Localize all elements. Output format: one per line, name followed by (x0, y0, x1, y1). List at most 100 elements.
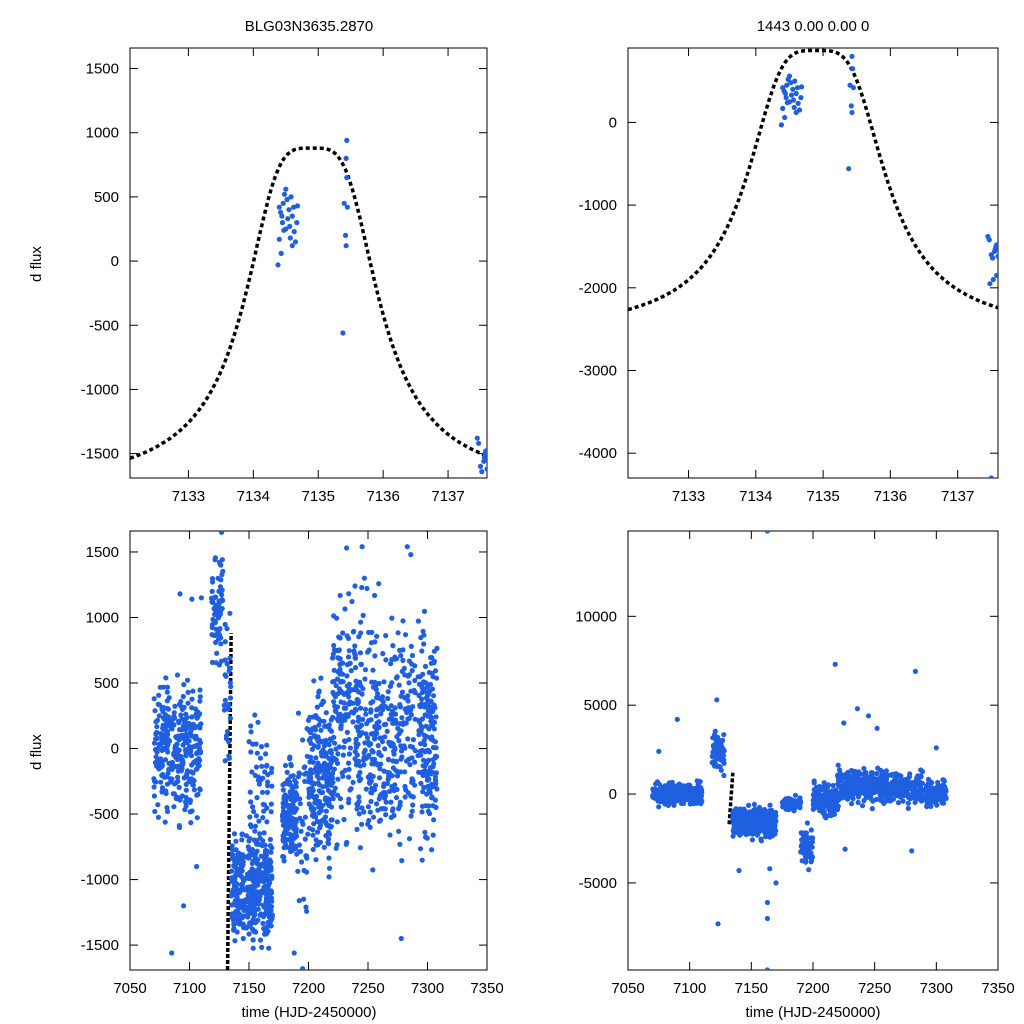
data-point (780, 105, 786, 111)
data-point (313, 857, 319, 863)
data-point (288, 824, 294, 830)
data-point (299, 859, 305, 865)
panel-top-left: 7133 7134 7135 7136 7137 1500 1000 500 0 -500 -100… (81, 47, 488, 505)
data-point (420, 789, 426, 795)
data-point (209, 659, 216, 666)
data-point (314, 793, 320, 800)
data-point (215, 575, 221, 581)
data-point (190, 721, 196, 728)
data-point (715, 921, 721, 927)
data-point (792, 78, 798, 84)
data-point (352, 756, 358, 762)
data-point (302, 778, 308, 785)
data-point (222, 621, 228, 628)
data-point (213, 604, 219, 610)
data-point (378, 753, 384, 759)
data-point (330, 714, 336, 721)
y-tick-label: -4000 (579, 445, 617, 462)
data-point (247, 789, 253, 795)
data-point (178, 756, 185, 762)
plot-frame (627, 47, 999, 479)
data-point (250, 945, 256, 951)
data-point (335, 776, 341, 782)
data-point (254, 848, 260, 854)
data-point (301, 867, 307, 874)
data-point (281, 858, 287, 864)
data-point (398, 756, 404, 762)
data-point (322, 814, 329, 820)
data-point (374, 730, 380, 737)
data-point (282, 820, 288, 826)
data-point (327, 726, 333, 733)
data-point (669, 798, 676, 804)
data-point (374, 633, 380, 639)
data-point (224, 729, 231, 735)
data-point (788, 798, 794, 804)
data-point (163, 790, 169, 797)
data-point (391, 787, 397, 794)
data-point (326, 855, 332, 861)
data-point (342, 606, 348, 612)
data-point (236, 902, 243, 908)
data-point (287, 223, 293, 229)
data-point (396, 806, 402, 812)
data-point (835, 803, 841, 809)
data-point (695, 789, 701, 795)
data-point (841, 720, 847, 726)
y-tick-label: -1500 (81, 446, 119, 463)
data-point (276, 236, 282, 242)
data-point (334, 842, 340, 848)
data-point (180, 761, 186, 767)
data-point (357, 650, 364, 656)
data-point (279, 812, 286, 818)
data-point (333, 683, 339, 689)
data-point (427, 705, 433, 711)
data-point (476, 440, 482, 446)
data-point (409, 668, 415, 674)
x-axis-label-right: time (HJD-2450000) (745, 1004, 880, 1021)
data-point (308, 767, 314, 773)
data-point (297, 796, 303, 802)
data-point (182, 799, 189, 805)
data-point (925, 794, 931, 800)
data-point (418, 780, 424, 787)
data-point (859, 803, 866, 809)
data-point (376, 581, 382, 587)
data-point (420, 763, 426, 769)
data-point (303, 904, 309, 910)
data-point (330, 779, 336, 786)
y-tick-label: 500 (94, 189, 119, 206)
data-point (316, 722, 322, 728)
data-point (209, 624, 215, 631)
data-point (397, 841, 403, 847)
data-point (151, 696, 157, 702)
data-point (987, 281, 993, 287)
data-point (357, 679, 363, 685)
data-point (295, 868, 301, 874)
data-point (410, 794, 416, 800)
x-tick-label: 7350 (470, 980, 503, 997)
data-point (281, 191, 288, 197)
data-point (389, 680, 395, 686)
data-point (173, 755, 179, 761)
data-point (155, 814, 161, 820)
data-point (340, 752, 346, 758)
data-point (848, 767, 855, 774)
data-point (248, 729, 254, 735)
data-point (422, 829, 428, 835)
data-point (842, 846, 848, 852)
data-point (379, 703, 385, 710)
model-curve (130, 146, 487, 460)
data-point (332, 708, 338, 714)
data-point (426, 669, 432, 676)
data-point (848, 777, 855, 784)
data-point (811, 801, 817, 807)
data-point (330, 689, 336, 696)
data-point (848, 103, 854, 109)
x-tick-label: 7100 (673, 980, 706, 997)
data-point (421, 632, 427, 638)
data-point (849, 53, 855, 59)
data-point (370, 867, 376, 873)
data-point (264, 819, 270, 825)
data-point (885, 785, 891, 791)
